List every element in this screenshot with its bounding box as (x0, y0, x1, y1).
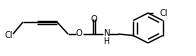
Text: Cl: Cl (160, 9, 168, 17)
Text: N: N (103, 30, 109, 39)
Text: O: O (91, 15, 97, 24)
Text: Cl: Cl (5, 31, 13, 39)
Text: O: O (76, 30, 82, 39)
Text: H: H (103, 38, 109, 46)
